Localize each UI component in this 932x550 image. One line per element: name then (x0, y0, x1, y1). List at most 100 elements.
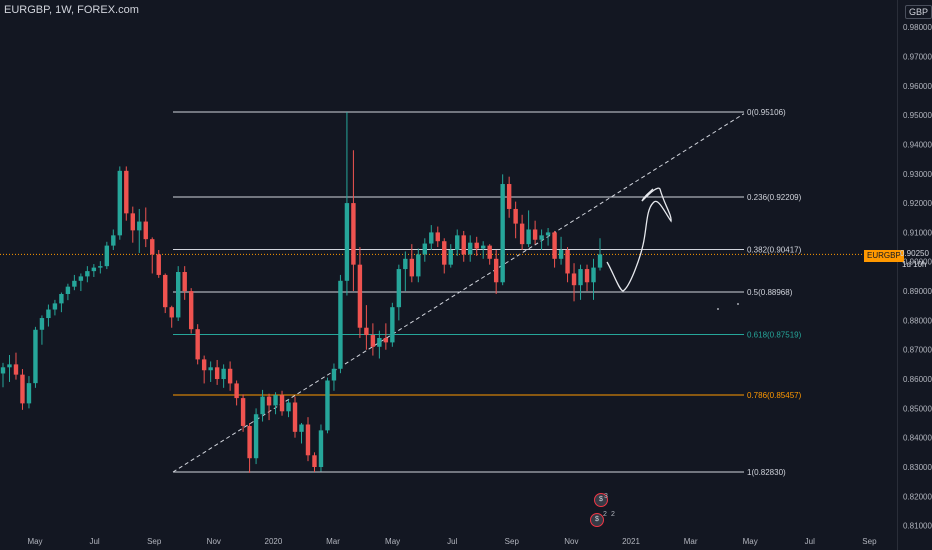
candle-body (318, 430, 324, 468)
candle-body (325, 380, 330, 431)
candle-body (143, 221, 148, 240)
candle-body (266, 396, 272, 406)
candle-body (584, 269, 590, 283)
candle-body (571, 273, 577, 286)
candle-body (0, 367, 6, 374)
candle-body (435, 232, 440, 242)
fib-level-label: 1(0.82830) (747, 468, 786, 477)
candle-body (493, 258, 499, 283)
price-tick-label: 0.89000 (903, 287, 932, 296)
fib-retracement-tool[interactable]: 0(0.95106) 0.236(0.92209) 0.382(0.90417) 0.… (173, 108, 802, 477)
candle-body (468, 242, 473, 255)
candle-body (312, 455, 317, 468)
candle-body (545, 232, 551, 236)
currency-event-icon[interactable]: $ (594, 493, 608, 507)
candle-body (279, 395, 285, 412)
candle-body (416, 254, 421, 277)
candle-body (111, 235, 116, 246)
candle-body (195, 329, 200, 360)
price-tick-label: 0.92000 (903, 199, 932, 208)
trendline[interactable] (172, 113, 745, 473)
symbol-title[interactable]: EURGBP, 1W, FOREX.com (4, 4, 139, 16)
currency-event-icon[interactable]: $ (590, 513, 604, 527)
candle-body (78, 276, 84, 281)
candle-body (532, 229, 538, 240)
candle-body (331, 368, 337, 381)
candle-body (208, 367, 213, 371)
candle-body (214, 367, 220, 380)
price-tick-label: 0.97000 (903, 52, 932, 61)
time-axis[interactable]: May Jul Sep Nov 2020 Mar May Jul Sep Nov 2021 Mar Ma… (27, 537, 877, 546)
candle-body (13, 364, 19, 375)
candle-body (85, 271, 90, 277)
price-tick-label: 0.85000 (903, 404, 932, 413)
price-axis[interactable]: 0.98000 0.97000 0.96000 0.95000 0.94000 0.930… (903, 23, 932, 531)
candle-body (338, 280, 343, 369)
candle-body (455, 235, 460, 251)
time-tick-label: Sep (147, 537, 162, 546)
projection-sketch[interactable] (606, 187, 739, 310)
candle-body (506, 184, 512, 209)
candle-body (26, 383, 32, 404)
candle-body (273, 395, 278, 406)
candle-body (474, 242, 479, 249)
price-tick-label: 0.94000 (903, 140, 932, 149)
candle-body (124, 170, 129, 214)
candle-body (565, 250, 570, 274)
candle-body (552, 232, 557, 259)
event-count: 3 (604, 493, 608, 500)
candle-body (227, 368, 233, 384)
candle-body (513, 208, 518, 224)
symbol-price-tag: EURGBP (864, 250, 904, 262)
price-tick-label: 0.87000 (903, 346, 932, 355)
price-tick-label: 0.86000 (903, 375, 932, 384)
price-tick-label: 0.98000 (903, 23, 932, 32)
bar-countdown: 1d 10h (902, 260, 927, 269)
price-tick-label: 0.96000 (903, 82, 932, 91)
candle-body (500, 184, 505, 283)
time-tick-label: May (385, 537, 400, 546)
drawing-dot (717, 308, 719, 310)
candle-body (104, 245, 110, 267)
currency-label[interactable]: GBP (905, 5, 932, 19)
candle-body (247, 425, 252, 459)
time-tick-label: Jul (447, 537, 457, 546)
candle-body (519, 223, 525, 245)
candle-body (20, 374, 25, 404)
candle-body (305, 424, 311, 456)
time-tick-label: May (743, 537, 758, 546)
candle-body (39, 318, 45, 330)
time-tick-label: Jul (805, 537, 815, 546)
candle-body (163, 274, 168, 308)
candle-body (176, 272, 181, 318)
candle-body (422, 243, 427, 255)
candle-body (578, 269, 583, 286)
price-tick-label: 0.83000 (903, 463, 932, 472)
candle-body (403, 258, 408, 270)
candle-body (150, 239, 155, 255)
candle-body (448, 250, 453, 265)
time-tick-label: Mar (684, 537, 698, 546)
candle-body (65, 286, 71, 294)
drawing-dot (737, 303, 739, 305)
candle-body (377, 337, 382, 347)
candle-body (357, 264, 363, 328)
candle-body (383, 337, 389, 343)
candle-body (396, 269, 402, 308)
price-axis-divider (897, 0, 898, 550)
candle-body (59, 293, 64, 304)
projection-path (606, 187, 672, 292)
candle-body (52, 303, 58, 310)
fib-level-label: 0.618(0.87519) (747, 330, 802, 339)
trendline-line[interactable] (172, 113, 745, 473)
candle-body (91, 267, 97, 272)
event-count: 2 (611, 511, 615, 518)
candle-body (558, 250, 564, 259)
candle-body (98, 266, 103, 268)
candle-body (260, 396, 265, 415)
time-tick-label: 2021 (622, 537, 640, 546)
candle-body (72, 280, 77, 287)
candle-body (390, 307, 395, 343)
